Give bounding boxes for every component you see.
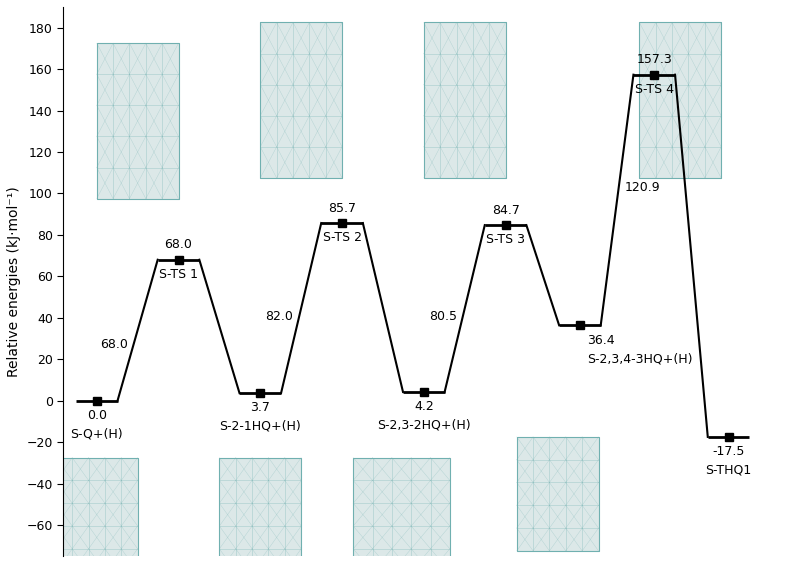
Text: -17.5: -17.5 [712, 445, 745, 458]
Text: 3.7: 3.7 [250, 401, 270, 414]
Text: 68.0: 68.0 [165, 239, 192, 252]
Text: 68.0: 68.0 [100, 338, 128, 351]
Text: S-THQ1: S-THQ1 [705, 464, 752, 477]
FancyBboxPatch shape [517, 437, 599, 551]
Text: 120.9: 120.9 [625, 181, 661, 194]
Text: 0.0: 0.0 [87, 409, 107, 422]
FancyBboxPatch shape [424, 23, 506, 178]
Text: S-TS 2: S-TS 2 [323, 231, 362, 244]
FancyBboxPatch shape [353, 458, 450, 563]
FancyBboxPatch shape [219, 458, 301, 563]
Text: S-2,3,4-3HQ+(H): S-2,3,4-3HQ+(H) [588, 352, 693, 365]
Text: S-TS 1: S-TS 1 [159, 268, 198, 281]
FancyBboxPatch shape [97, 43, 179, 199]
Text: 84.7: 84.7 [491, 204, 519, 217]
Text: S-2-1HQ+(H): S-2-1HQ+(H) [219, 420, 301, 433]
Text: 80.5: 80.5 [429, 310, 457, 323]
Text: 85.7: 85.7 [328, 202, 356, 215]
Text: 36.4: 36.4 [588, 333, 615, 346]
Text: S-TS 3: S-TS 3 [486, 234, 525, 247]
Text: S-Q+(H): S-Q+(H) [71, 427, 123, 441]
FancyBboxPatch shape [260, 23, 342, 178]
Text: S-TS 4: S-TS 4 [634, 83, 673, 96]
Y-axis label: Relative energies (kJ·mol⁻¹): Relative energies (kJ·mol⁻¹) [7, 186, 21, 377]
Text: 4.2: 4.2 [414, 400, 434, 413]
Text: 82.0: 82.0 [266, 310, 293, 323]
FancyBboxPatch shape [639, 23, 721, 178]
Text: S-2,3-2HQ+(H): S-2,3-2HQ+(H) [377, 419, 471, 432]
FancyBboxPatch shape [56, 458, 138, 563]
Text: 157.3: 157.3 [636, 53, 672, 66]
